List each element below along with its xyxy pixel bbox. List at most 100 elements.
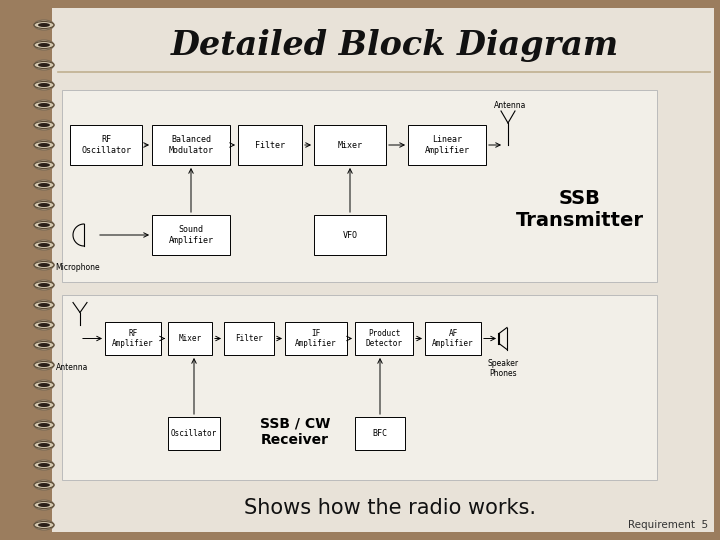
Ellipse shape (34, 422, 54, 429)
Text: Antenna: Antenna (494, 101, 526, 110)
Ellipse shape (34, 380, 54, 390)
Text: IF
Amplifier: IF Amplifier (295, 329, 337, 348)
FancyBboxPatch shape (62, 90, 657, 282)
Text: SSB / CW
Receiver: SSB / CW Receiver (260, 417, 330, 447)
Ellipse shape (34, 500, 54, 510)
Ellipse shape (38, 223, 50, 227)
Ellipse shape (38, 183, 50, 187)
FancyBboxPatch shape (314, 215, 386, 255)
Ellipse shape (38, 403, 50, 407)
Ellipse shape (34, 321, 54, 328)
Ellipse shape (38, 503, 50, 507)
Ellipse shape (38, 243, 50, 247)
Ellipse shape (38, 123, 50, 127)
Text: RF
Oscillator: RF Oscillator (81, 136, 131, 154)
Ellipse shape (34, 240, 54, 250)
Ellipse shape (38, 363, 50, 367)
Ellipse shape (38, 283, 50, 287)
Ellipse shape (38, 43, 50, 47)
FancyBboxPatch shape (425, 322, 481, 355)
Text: Linear
Amplifier: Linear Amplifier (425, 136, 469, 154)
Ellipse shape (34, 300, 54, 310)
Ellipse shape (34, 522, 54, 529)
Ellipse shape (34, 42, 54, 49)
Text: Balanced
Modulator: Balanced Modulator (168, 136, 214, 154)
Ellipse shape (38, 143, 50, 147)
Ellipse shape (38, 163, 50, 167)
Text: Mixer: Mixer (179, 334, 202, 343)
FancyBboxPatch shape (408, 125, 486, 165)
Text: SSB
Transmitter: SSB Transmitter (516, 190, 644, 231)
Ellipse shape (34, 281, 54, 288)
Ellipse shape (34, 22, 54, 29)
FancyBboxPatch shape (52, 8, 714, 532)
Text: AF
Amplifier: AF Amplifier (432, 329, 474, 348)
Ellipse shape (38, 23, 50, 27)
Ellipse shape (34, 221, 54, 228)
Ellipse shape (34, 82, 54, 89)
Ellipse shape (34, 120, 54, 130)
Text: Filter: Filter (255, 140, 285, 150)
Ellipse shape (34, 140, 54, 150)
Ellipse shape (34, 160, 54, 170)
Ellipse shape (34, 280, 54, 290)
FancyBboxPatch shape (70, 125, 142, 165)
Ellipse shape (38, 303, 50, 307)
Ellipse shape (34, 400, 54, 410)
Text: Oscillator: Oscillator (171, 429, 217, 438)
Ellipse shape (34, 341, 54, 348)
FancyBboxPatch shape (224, 322, 274, 355)
Ellipse shape (38, 383, 50, 387)
Text: Antenna: Antenna (56, 363, 88, 372)
Ellipse shape (38, 203, 50, 207)
FancyBboxPatch shape (314, 125, 386, 165)
Ellipse shape (38, 263, 50, 267)
Ellipse shape (34, 482, 54, 489)
Text: Product
Detector: Product Detector (366, 329, 402, 348)
Text: RF
Amplifier: RF Amplifier (112, 329, 154, 348)
Ellipse shape (38, 523, 50, 527)
Text: Sound
Amplifier: Sound Amplifier (168, 225, 214, 245)
Text: Requirement  5: Requirement 5 (628, 520, 708, 530)
Ellipse shape (38, 423, 50, 427)
Ellipse shape (34, 122, 54, 129)
Ellipse shape (34, 241, 54, 248)
Ellipse shape (34, 201, 54, 208)
FancyBboxPatch shape (355, 322, 413, 355)
FancyBboxPatch shape (168, 417, 220, 450)
Ellipse shape (38, 483, 50, 487)
Ellipse shape (38, 83, 50, 87)
FancyBboxPatch shape (355, 417, 405, 450)
Text: BFC: BFC (372, 429, 387, 438)
Text: VFO: VFO (343, 231, 358, 240)
Text: Microphone: Microphone (55, 263, 100, 272)
Ellipse shape (34, 62, 54, 69)
Ellipse shape (38, 63, 50, 67)
Ellipse shape (34, 462, 54, 469)
FancyBboxPatch shape (238, 125, 302, 165)
Ellipse shape (34, 161, 54, 168)
Ellipse shape (34, 480, 54, 490)
Text: Speaker
Phones: Speaker Phones (487, 359, 518, 379)
Text: Shows how the radio works.: Shows how the radio works. (244, 498, 536, 518)
FancyBboxPatch shape (152, 215, 230, 255)
Ellipse shape (34, 40, 54, 50)
Ellipse shape (34, 181, 54, 188)
Ellipse shape (34, 440, 54, 450)
Ellipse shape (34, 361, 54, 368)
Ellipse shape (34, 102, 54, 109)
Ellipse shape (34, 220, 54, 230)
Ellipse shape (34, 381, 54, 388)
FancyBboxPatch shape (62, 295, 657, 480)
Ellipse shape (38, 463, 50, 467)
Ellipse shape (34, 301, 54, 308)
Ellipse shape (38, 343, 50, 347)
Ellipse shape (38, 103, 50, 107)
FancyBboxPatch shape (152, 125, 230, 165)
Ellipse shape (34, 141, 54, 149)
Ellipse shape (38, 323, 50, 327)
FancyBboxPatch shape (168, 322, 212, 355)
Ellipse shape (34, 261, 54, 268)
Ellipse shape (34, 180, 54, 190)
Text: Filter: Filter (235, 334, 263, 343)
